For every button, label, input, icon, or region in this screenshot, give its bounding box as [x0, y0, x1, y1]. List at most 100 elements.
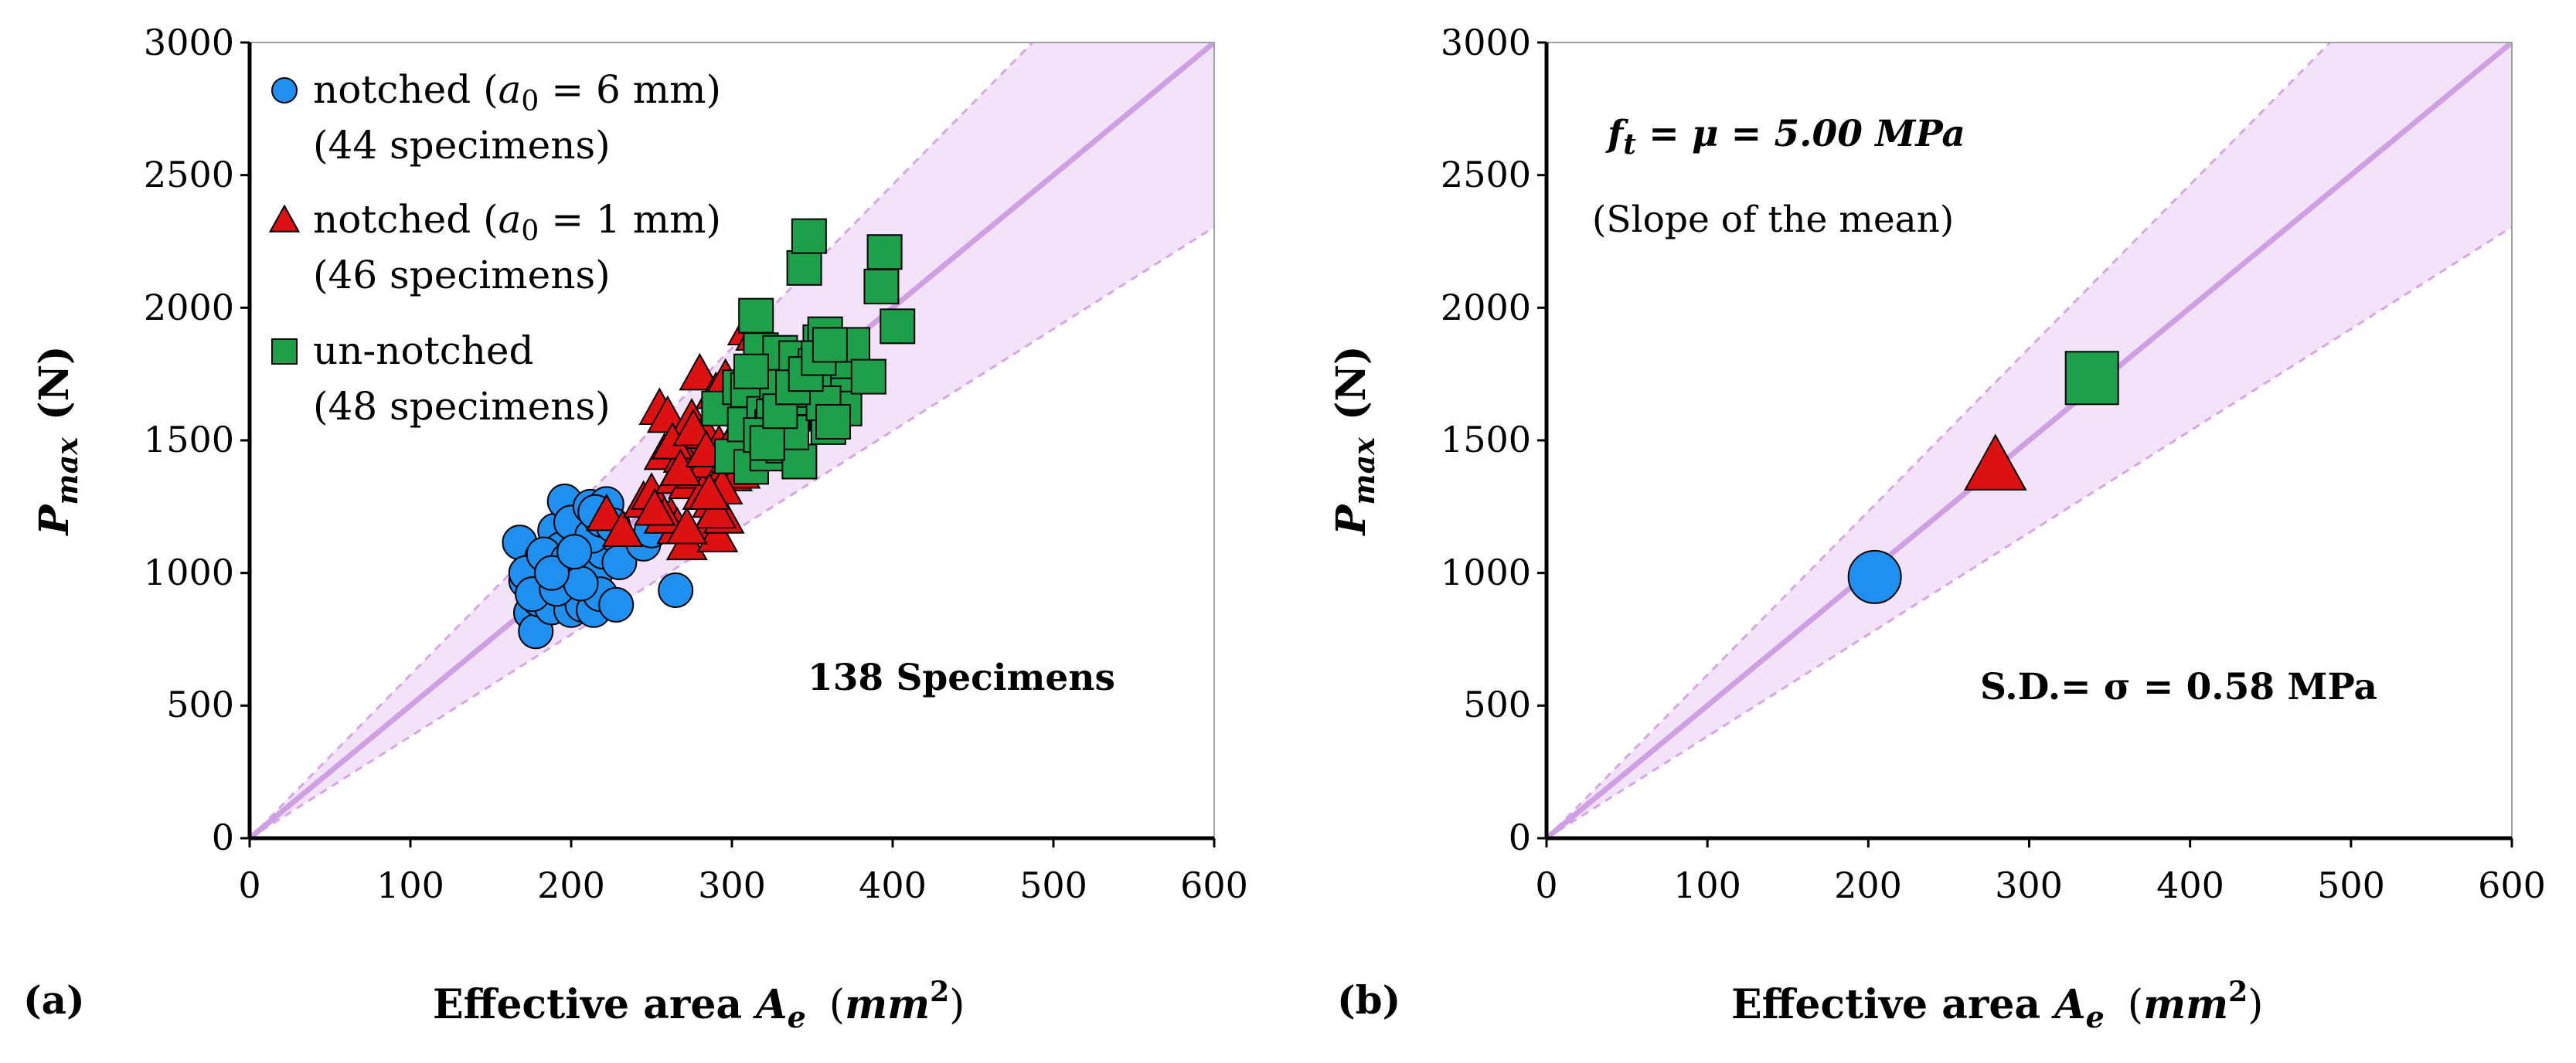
x-tick-label: 400	[859, 864, 927, 906]
mean-strength-annotation: ft = μ = 5.00 MPa	[1605, 113, 1965, 161]
x-axis-label-var: A	[752, 981, 787, 1028]
legend-entry-unnotched: un-notched (48 specimens)	[271, 328, 611, 429]
data-point-unnotched	[880, 308, 916, 345]
x-axis-label-main: Effective area	[433, 981, 756, 1028]
axis-ticks	[240, 41, 1216, 847]
data-point-notched-1	[695, 491, 737, 528]
x-tick-label: 500	[2317, 864, 2385, 906]
data-point-notched-1	[1963, 433, 2027, 491]
legend-label: notched (a0 = 1 mm)	[313, 197, 721, 247]
data-point-notched-6	[556, 534, 593, 570]
x-axis-label-sub: e	[788, 1000, 806, 1034]
y-axis-label-sub: max	[1346, 436, 1381, 505]
y-axis-label: Pmax (N)	[1328, 345, 1381, 536]
x-axis-label-unit-sup: 2	[930, 976, 949, 1008]
data-point-notched-6	[1847, 549, 1902, 604]
x-tick-label: 600	[2478, 864, 2546, 906]
y-tick-label: 500	[166, 684, 234, 725]
specimen-count-annotation: 138 Specimens	[808, 657, 1115, 699]
x-tick-label: 100	[1673, 864, 1741, 906]
x-axis-label-unit: mm	[845, 981, 930, 1028]
y-tick-label: 2000	[1441, 287, 1531, 328]
y-tick-label: 3000	[1441, 22, 1531, 63]
x-axis-label-unit-open: (	[829, 982, 845, 1028]
band-upper-bound-line	[250, 42, 1034, 838]
y-tick-label: 1000	[144, 552, 234, 593]
y-tick-label: 2500	[1441, 154, 1531, 195]
data-point-notched-1	[696, 515, 739, 552]
x-tick-label: 200	[1834, 864, 1902, 906]
x-tick-label: 200	[537, 864, 605, 906]
mean-line	[1547, 42, 2512, 838]
panel-label: (a)	[23, 977, 85, 1023]
x-tick-label: 0	[1535, 864, 1557, 906]
standard-deviation-annotation: S.D.= σ = 0.58 MPa	[1980, 666, 2377, 708]
x-axis-label-unit-open: (	[2128, 982, 2143, 1028]
data-point-notched-6	[598, 586, 635, 623]
legend-label-count: (44 specimens)	[313, 123, 611, 168]
x-axis-label-unit-sup: 2	[2228, 976, 2248, 1008]
data-point-unnotched	[866, 234, 903, 270]
y-axis-label-unit: (N)	[1328, 345, 1375, 420]
data-point-notched-6	[658, 572, 694, 608]
x-axis-label-unit-close: )	[949, 982, 965, 1028]
y-axis-label-sub: max	[49, 436, 84, 505]
y-axis-label: Pmax (N)	[31, 345, 84, 536]
x-axis-label: Effective area Ae (mm2)	[433, 976, 965, 1034]
x-axis-label-main: Effective area	[1731, 981, 2054, 1028]
legend-marker-circle	[271, 77, 298, 104]
y-axis-label-unit: (N)	[31, 345, 78, 420]
scatter-points	[502, 218, 916, 650]
legend-label-count: (46 specimens)	[313, 253, 611, 297]
legend-label: notched (a0 = 6 mm)	[313, 67, 721, 117]
legend-marker-square	[271, 338, 298, 365]
x-tick-label: 300	[1995, 864, 2063, 906]
data-point-unnotched	[749, 425, 785, 461]
data-point-unnotched	[863, 268, 900, 304]
x-axis-label-unit: mm	[2143, 981, 2228, 1028]
x-tick-label: 100	[376, 864, 444, 906]
band-lower-bound-line	[1547, 226, 2512, 838]
x-tick-label: 600	[1180, 864, 1248, 906]
band-upper-bound-line	[1547, 42, 2331, 838]
panel-b: 0 500 1000 1500 2000 2500 3000 0 100 200…	[1328, 22, 2546, 1034]
x-tick-label: 400	[2156, 864, 2224, 906]
x-axis-label-sub: e	[2086, 1000, 2105, 1034]
panel-label: (b)	[1337, 977, 1400, 1023]
panel-a: 0 500 1000 1500 2000 2500 3000 0 100 200…	[23, 22, 1248, 1034]
legend-marker-triangle	[268, 204, 301, 233]
legend-label-count: (48 specimens)	[313, 384, 611, 429]
data-point-unnotched	[850, 358, 886, 395]
x-tick-label: 0	[238, 864, 260, 906]
data-point-unnotched	[733, 353, 769, 389]
x-axis-label-var: A	[2050, 981, 2085, 1028]
data-point-notched-1	[679, 352, 721, 391]
legend-marker-circle	[271, 77, 298, 104]
y-tick-label: 2500	[144, 154, 234, 195]
legend-entry-notched-6mm: notched (a0 = 6 mm) (44 specimens)	[271, 67, 721, 168]
y-axis-label-var: P	[31, 504, 78, 537]
legend: notched (a0 = 6 mm) (44 specimens) notch…	[268, 67, 721, 429]
x-tick-label: 500	[1019, 864, 1087, 906]
legend-label: un-notched	[313, 328, 534, 373]
x-tick-label: 300	[698, 864, 766, 906]
y-tick-label: 0	[1509, 817, 1531, 858]
data-point-unnotched	[815, 403, 852, 440]
data-point-unnotched	[738, 297, 774, 334]
legend-marker-square	[271, 338, 298, 365]
scatter-points	[1847, 351, 2119, 604]
legend-marker-triangle	[268, 204, 301, 233]
y-tick-label: 0	[212, 817, 234, 858]
data-point-unnotched	[2064, 351, 2119, 406]
data-point-notched-1	[659, 448, 702, 487]
y-tick-label: 2000	[144, 287, 234, 328]
y-axis-label-var: P	[1328, 504, 1375, 537]
slope-note-annotation: (Slope of the mean)	[1592, 199, 1954, 241]
data-point-notched-1	[601, 509, 644, 547]
data-point-unnotched	[791, 218, 827, 254]
data-point-notched-1	[665, 506, 708, 545]
y-tick-label: 1500	[144, 419, 234, 460]
y-tick-label: 1000	[1441, 552, 1531, 593]
axis-ticks	[1537, 41, 2513, 847]
